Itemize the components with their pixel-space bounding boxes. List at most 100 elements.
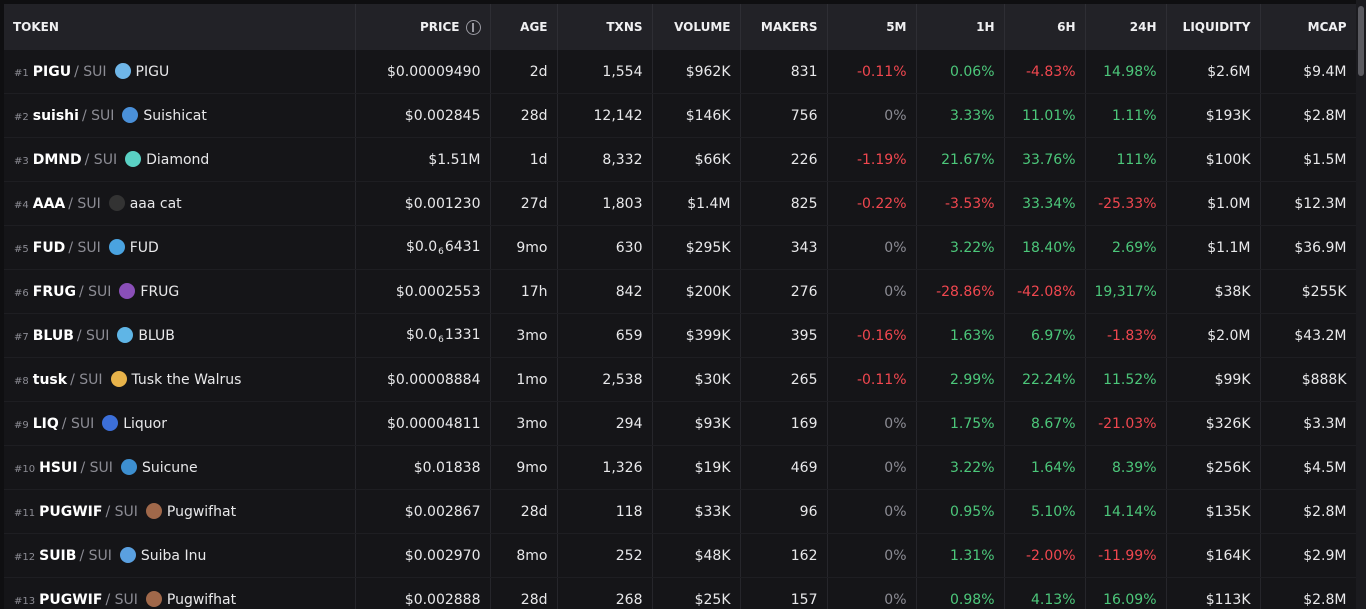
- txns-value: 1,803: [602, 195, 643, 212]
- txns-cell: 294: [557, 401, 653, 446]
- chain: / SUI: [79, 548, 112, 564]
- makers-value: 265: [790, 371, 818, 388]
- h24-cell: 19,317%: [1085, 269, 1167, 314]
- txns-cell: 842: [557, 269, 653, 314]
- mcap-cell: $9.4M: [1260, 50, 1357, 94]
- price-cell: $0.002867: [355, 489, 491, 534]
- token-icon: [125, 151, 142, 167]
- h1-cell: 0.98%: [916, 577, 1005, 609]
- txns-value: 842: [615, 283, 643, 300]
- token-row[interactable]: #3 DMND / SUI Diamond $1.51M 1d 8,332 $66K 226 -1…: [4, 137, 1357, 182]
- token-name: BLUB: [138, 328, 175, 344]
- chain: / SUI: [105, 504, 138, 520]
- column-header-label: MAKERS: [760, 20, 818, 34]
- column-header[interactable]: 5M: [827, 4, 917, 50]
- price-value: $0.002867: [404, 503, 481, 520]
- currency-icon[interactable]: [465, 19, 481, 35]
- price-digits: 6431: [444, 238, 481, 255]
- makers-cell: 265: [740, 357, 828, 402]
- token-row[interactable]: #10 HSUI / SUI Suicune $0.01838 9mo 1,326 $19K 4…: [4, 445, 1357, 490]
- h6-cell: 33.34%: [1004, 181, 1086, 226]
- column-header[interactable]: 1H: [916, 4, 1005, 50]
- column-header[interactable]: MAKERS: [740, 4, 828, 50]
- h6-value: 6.97%: [1031, 327, 1076, 344]
- mcap-value: $43.2M: [1294, 327, 1347, 344]
- column-header[interactable]: MCAP: [1260, 4, 1357, 50]
- token-row[interactable]: #5 FUD / SUI FUD $0.066431 9mo 630 $295K 343 0% 3.…: [4, 225, 1357, 270]
- token-symbol: PUGWIF: [39, 592, 103, 608]
- age-value: 28d: [520, 503, 548, 520]
- mcap-value: $9.4M: [1303, 63, 1347, 80]
- h1-cell: 3.22%: [916, 445, 1005, 490]
- h6-value: 8.67%: [1031, 415, 1076, 432]
- scroll-thumb[interactable]: [1358, 6, 1364, 76]
- price-value: $0.00009490: [386, 63, 481, 80]
- h6-cell: 1.64%: [1004, 445, 1086, 490]
- token-name: Pugwifhat: [166, 504, 237, 520]
- liquidity-value: $100K: [1205, 151, 1251, 168]
- token-icon: [108, 239, 125, 255]
- token-row[interactable]: #2 suishi / SUI Suishicat $0.002845 28d 12,142…: [4, 93, 1357, 138]
- token-row[interactable]: #11 PUGWIF / SUI Pugwifhat $0.002867 28d 118 $3…: [4, 489, 1357, 534]
- mcap-value: $2.8M: [1303, 503, 1347, 520]
- txns-cell: 1,554: [557, 50, 653, 94]
- column-header-label: AGE: [520, 20, 548, 34]
- token-row[interactable]: #13 PUGWIF / SUI Pugwifhat $0.002888 28d 268 $2…: [4, 577, 1357, 609]
- h1-cell: 1.63%: [916, 313, 1005, 358]
- token-icon: [119, 283, 136, 299]
- token-icon: [114, 63, 131, 79]
- h24-value: 111%: [1116, 151, 1157, 168]
- h6-value: 5.10%: [1031, 503, 1076, 520]
- age-value: 3mo: [516, 327, 548, 344]
- volume-value: $962K: [685, 63, 731, 80]
- h24-cell: 14.98%: [1085, 50, 1167, 94]
- price-value: $0.002888: [404, 591, 481, 608]
- column-header[interactable]: PRICE: [355, 4, 491, 50]
- mcap-value: $3.3M: [1303, 415, 1347, 432]
- scrollbar[interactable]: [1356, 0, 1366, 609]
- h6-value: 4.13%: [1031, 591, 1076, 608]
- mcap-value: $2.9M: [1303, 547, 1347, 564]
- token-symbol: FRUG: [32, 284, 76, 300]
- token-name: FRUG: [140, 284, 180, 300]
- column-header[interactable]: VOLUME: [652, 4, 741, 50]
- makers-cell: 162: [740, 533, 828, 578]
- token-row[interactable]: #9 LIQ / SUI Liquor $0.00004811 3mo 294 $93K 169…: [4, 401, 1357, 446]
- h24-cell: -1.83%: [1085, 313, 1167, 358]
- token-row[interactable]: #1 PIGU / SUI PIGU $0.00009490 2d 1,554 $962K 83…: [4, 50, 1357, 94]
- token-row[interactable]: #8 tusk / SUI Tusk the Walrus $0.00008884 1mo…: [4, 357, 1357, 402]
- token-name: Suicune: [141, 460, 198, 476]
- token-row[interactable]: #12 SUIB / SUI Suiba Inu $0.002970 8mo 252 $48K…: [4, 533, 1357, 578]
- column-header[interactable]: AGE: [490, 4, 558, 50]
- volume-value: $146K: [685, 107, 731, 124]
- token-row[interactable]: #4 AAA / SUI aaa cat $0.001230 27d 1,803 $1.4M 8…: [4, 181, 1357, 226]
- mcap-cell: $3.3M: [1260, 401, 1357, 446]
- txns-cell: 659: [557, 313, 653, 358]
- column-header[interactable]: 6H: [1004, 4, 1086, 50]
- mcap-cell: $4.5M: [1260, 445, 1357, 490]
- mcap-cell: $2.8M: [1260, 489, 1357, 534]
- header-row: TOKEN PRICE AGE TXNS VOLUME MAKERS 5M 1H 6H 24H LI…: [4, 4, 1357, 50]
- column-header[interactable]: TOKEN: [4, 4, 356, 50]
- column-header[interactable]: TXNS: [557, 4, 653, 50]
- price-cell: $1.51M: [355, 137, 491, 182]
- token-row[interactable]: #7 BLUB / SUI BLUB $0.061331 3mo 659 $399K 395 -0…: [4, 313, 1357, 358]
- volume-value: $30K: [694, 371, 731, 388]
- column-header[interactable]: 24H: [1085, 4, 1167, 50]
- age-cell: 3mo: [490, 401, 558, 446]
- h1-value: 1.75%: [950, 415, 995, 432]
- makers-value: 343: [790, 239, 818, 256]
- age-cell: 8mo: [490, 533, 558, 578]
- mcap-value: $2.8M: [1303, 591, 1347, 608]
- h24-value: -25.33%: [1098, 195, 1157, 212]
- age-value: 28d: [520, 107, 548, 124]
- h6-cell: 6.97%: [1004, 313, 1086, 358]
- token-symbol: tusk: [32, 372, 68, 388]
- rank: #8: [14, 376, 29, 387]
- price-value: $0.00004811: [386, 415, 481, 432]
- column-header[interactable]: LIQUIDITY: [1166, 4, 1261, 50]
- column-header-label: TXNS: [606, 20, 643, 34]
- m5-cell: 0%: [827, 93, 917, 138]
- token-row[interactable]: #6 FRUG / SUI FRUG $0.0002553 17h 842 $200K 276 0…: [4, 269, 1357, 314]
- token-symbol: PIGU: [32, 64, 72, 80]
